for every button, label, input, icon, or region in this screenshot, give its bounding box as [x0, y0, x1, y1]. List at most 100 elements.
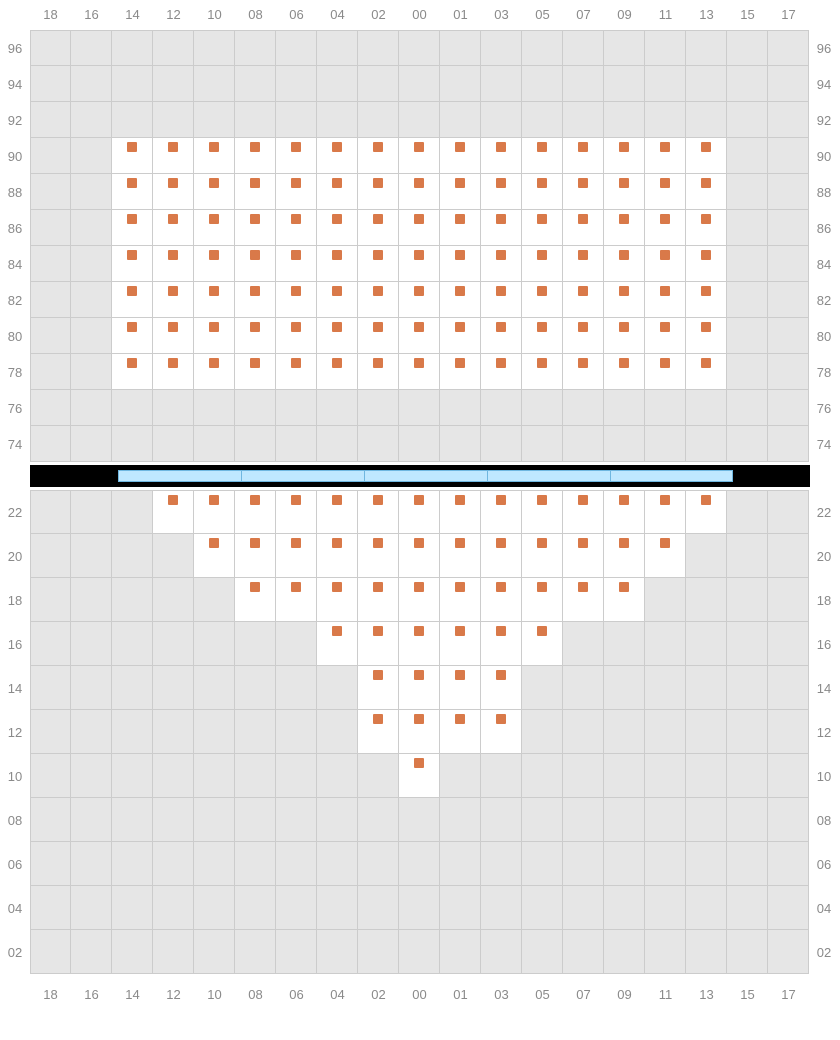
- seat-available[interactable]: [317, 174, 358, 210]
- seat-available[interactable]: [604, 354, 645, 390]
- seat-available[interactable]: [481, 210, 522, 246]
- seat-available[interactable]: [563, 282, 604, 318]
- seat-available[interactable]: [522, 246, 563, 282]
- seat-available[interactable]: [440, 534, 481, 578]
- seat-available[interactable]: [317, 534, 358, 578]
- seat-available[interactable]: [317, 490, 358, 534]
- seat-available[interactable]: [358, 490, 399, 534]
- seat-available[interactable]: [317, 354, 358, 390]
- seat-available[interactable]: [645, 210, 686, 246]
- seat-available[interactable]: [440, 666, 481, 710]
- seat-available[interactable]: [153, 354, 194, 390]
- seat-available[interactable]: [317, 246, 358, 282]
- seat-available[interactable]: [563, 490, 604, 534]
- seat-available[interactable]: [235, 174, 276, 210]
- seat-available[interactable]: [317, 138, 358, 174]
- seat-available[interactable]: [194, 534, 235, 578]
- seat-available[interactable]: [645, 534, 686, 578]
- seat-available[interactable]: [522, 534, 563, 578]
- seat-available[interactable]: [645, 174, 686, 210]
- seat-available[interactable]: [522, 354, 563, 390]
- seat-available[interactable]: [399, 138, 440, 174]
- seat-available[interactable]: [358, 138, 399, 174]
- seat-available[interactable]: [563, 246, 604, 282]
- seat-available[interactable]: [440, 174, 481, 210]
- seat-available[interactable]: [522, 490, 563, 534]
- seat-available[interactable]: [276, 490, 317, 534]
- seat-available[interactable]: [481, 622, 522, 666]
- seat-available[interactable]: [358, 354, 399, 390]
- seat-available[interactable]: [112, 210, 153, 246]
- seat-available[interactable]: [481, 578, 522, 622]
- seat-available[interactable]: [440, 282, 481, 318]
- seat-available[interactable]: [563, 318, 604, 354]
- seat-available[interactable]: [522, 138, 563, 174]
- seat-available[interactable]: [604, 246, 645, 282]
- seat-available[interactable]: [194, 246, 235, 282]
- seat-available[interactable]: [522, 174, 563, 210]
- seat-available[interactable]: [440, 710, 481, 754]
- seat-available[interactable]: [563, 174, 604, 210]
- seat-available[interactable]: [276, 282, 317, 318]
- seat-available[interactable]: [481, 710, 522, 754]
- seat-available[interactable]: [399, 318, 440, 354]
- seat-available[interactable]: [522, 622, 563, 666]
- seat-available[interactable]: [235, 246, 276, 282]
- seat-available[interactable]: [604, 578, 645, 622]
- seat-available[interactable]: [563, 578, 604, 622]
- seat-available[interactable]: [440, 578, 481, 622]
- seat-available[interactable]: [563, 138, 604, 174]
- seat-available[interactable]: [686, 282, 727, 318]
- seat-available[interactable]: [481, 666, 522, 710]
- seat-available[interactable]: [399, 174, 440, 210]
- seat-available[interactable]: [604, 138, 645, 174]
- seat-available[interactable]: [645, 138, 686, 174]
- seat-available[interactable]: [686, 246, 727, 282]
- seat-available[interactable]: [112, 246, 153, 282]
- seat-available[interactable]: [276, 174, 317, 210]
- seat-available[interactable]: [317, 578, 358, 622]
- seat-available[interactable]: [399, 710, 440, 754]
- seat-available[interactable]: [276, 138, 317, 174]
- seat-available[interactable]: [686, 138, 727, 174]
- seat-available[interactable]: [481, 174, 522, 210]
- seat-available[interactable]: [358, 578, 399, 622]
- seat-available[interactable]: [399, 578, 440, 622]
- seat-available[interactable]: [194, 210, 235, 246]
- seat-available[interactable]: [235, 318, 276, 354]
- seat-available[interactable]: [399, 210, 440, 246]
- seat-available[interactable]: [112, 138, 153, 174]
- seat-available[interactable]: [358, 622, 399, 666]
- seat-available[interactable]: [112, 354, 153, 390]
- seat-available[interactable]: [604, 174, 645, 210]
- seat-available[interactable]: [604, 282, 645, 318]
- seat-available[interactable]: [604, 318, 645, 354]
- seat-available[interactable]: [481, 318, 522, 354]
- seat-available[interactable]: [153, 138, 194, 174]
- seat-available[interactable]: [194, 490, 235, 534]
- seat-available[interactable]: [358, 282, 399, 318]
- seat-available[interactable]: [235, 354, 276, 390]
- seat-available[interactable]: [276, 210, 317, 246]
- seat-available[interactable]: [686, 318, 727, 354]
- seat-available[interactable]: [604, 490, 645, 534]
- seat-available[interactable]: [399, 622, 440, 666]
- seat-available[interactable]: [194, 354, 235, 390]
- seat-available[interactable]: [358, 666, 399, 710]
- seat-available[interactable]: [153, 246, 194, 282]
- seat-available[interactable]: [235, 138, 276, 174]
- seat-available[interactable]: [317, 622, 358, 666]
- seat-available[interactable]: [276, 578, 317, 622]
- seat-available[interactable]: [112, 318, 153, 354]
- seat-available[interactable]: [194, 318, 235, 354]
- seat-available[interactable]: [235, 210, 276, 246]
- seat-available[interactable]: [235, 534, 276, 578]
- seat-available[interactable]: [358, 246, 399, 282]
- seat-available[interactable]: [563, 210, 604, 246]
- seat-available[interactable]: [276, 534, 317, 578]
- seat-available[interactable]: [399, 246, 440, 282]
- seat-available[interactable]: [399, 490, 440, 534]
- seat-available[interactable]: [440, 246, 481, 282]
- seat-available[interactable]: [522, 210, 563, 246]
- seat-available[interactable]: [481, 490, 522, 534]
